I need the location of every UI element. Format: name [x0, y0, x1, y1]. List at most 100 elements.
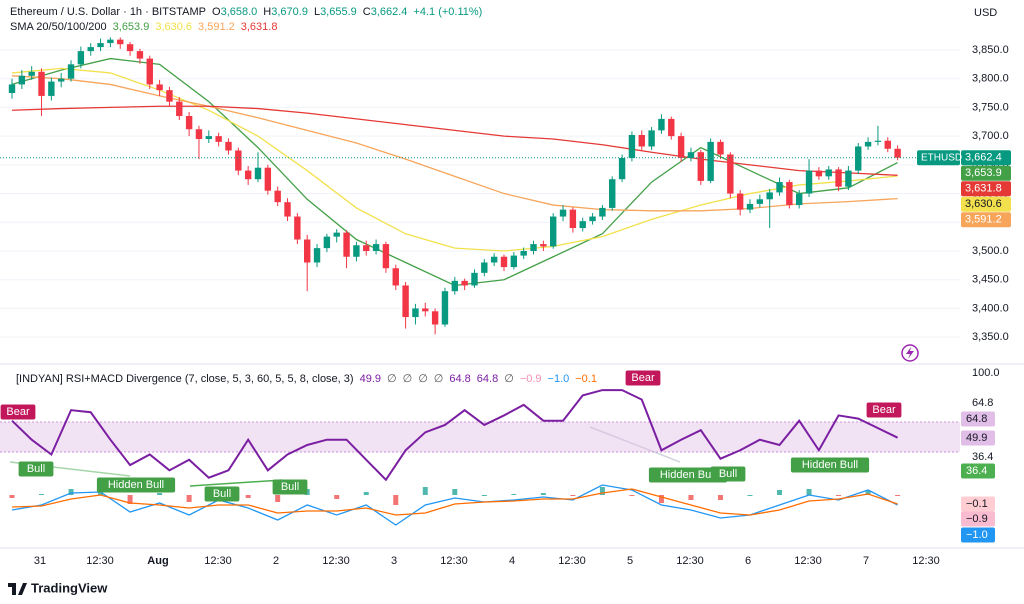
readout: 64.8 [477, 373, 498, 385]
x-tick-label: 12:30 [676, 555, 704, 567]
symbol-label: ETHUSD [921, 152, 962, 163]
candle-body [559, 209, 567, 217]
candle-body [313, 248, 321, 263]
signal-box [18, 461, 54, 477]
macd-histogram-bar [422, 487, 428, 495]
macd-histogram-bar [245, 495, 251, 498]
macd-histogram-bar [363, 492, 369, 495]
candle-body [166, 90, 173, 102]
quote-key: L [314, 6, 320, 18]
candle-body [284, 202, 291, 217]
candle-body [146, 58, 153, 85]
icon-bolt [906, 347, 914, 359]
candle-body [638, 134, 645, 147]
quote-value: 3,662.4 [371, 6, 408, 18]
candle-body [343, 232, 350, 257]
candle-body [156, 84, 163, 91]
y-tick-label: 3,850.0 [972, 44, 1009, 56]
macd-histogram-bar [688, 495, 694, 500]
candle-body [569, 209, 577, 229]
macd-histogram-bar [157, 493, 163, 495]
candle-body [402, 285, 409, 318]
brand: TradingView [8, 580, 108, 595]
macd-histogram-bar [275, 495, 281, 502]
x-tick-label: 12:30 [794, 555, 822, 567]
candle-body [97, 43, 104, 48]
candle-body [756, 199, 764, 204]
signal-box [96, 477, 176, 493]
brand-name: TradingView [31, 580, 108, 595]
divergence-line [189, 479, 283, 487]
candle-body [205, 136, 212, 139]
candle-body [697, 152, 704, 181]
candle-body [363, 245, 370, 251]
macd-histogram-bar [777, 490, 783, 495]
candle-body [333, 232, 340, 237]
candle-body [38, 71, 45, 96]
candle-body [126, 44, 134, 52]
candle-body [58, 78, 65, 82]
signal-label: Bear [872, 404, 896, 416]
macd-histogram-bar [481, 495, 487, 496]
value-box-label: −1.0 [966, 529, 988, 541]
price-box-label: 3,591.2 [965, 214, 1002, 226]
candle-body [687, 152, 695, 158]
signal-label: Bear [6, 406, 30, 418]
signal-label: Bull [27, 463, 45, 475]
macd-line [11, 488, 898, 516]
candle-body [796, 193, 803, 206]
symbol: Ethereum / U.S. Dollar · 1h · BITSTAMP [10, 6, 206, 18]
macd-histogram-bar [127, 495, 133, 504]
signal-box [272, 479, 308, 495]
candle-body [392, 268, 399, 286]
sma-value: 3,630.6 [155, 21, 192, 33]
price-box [961, 150, 1011, 166]
price-box-label: 3,630.6 [965, 198, 1002, 210]
x-tick-label: Aug [147, 555, 168, 567]
y-tick-label: 3,700.0 [972, 130, 1009, 142]
candle-body [766, 192, 773, 200]
candle-body [176, 101, 183, 117]
candle-body [353, 245, 360, 257]
candle-body [746, 203, 754, 210]
price-box-label: 3,631.8 [965, 183, 1002, 195]
candle-body [677, 136, 685, 158]
x-tick-label: 3 [391, 555, 397, 567]
signal-label: Hidden Bull [660, 469, 716, 481]
candle-body [471, 272, 478, 286]
macd-histogram-bar [540, 493, 546, 495]
readout: ∅ [434, 373, 444, 385]
candle-body [48, 81, 55, 96]
sma-value: 3,631.8 [241, 21, 278, 33]
symbol-header: Ethereum / U.S. Dollar · 1h · BITSTAMP O3… [10, 6, 482, 18]
value-box [961, 527, 995, 543]
macd-histogram-bar [186, 495, 192, 502]
macd-histogram-bar [717, 495, 723, 500]
candle-body [304, 239, 311, 263]
macd-histogram-bar [9, 495, 15, 498]
price-box [961, 165, 1011, 181]
signal-label: Bear [631, 372, 655, 384]
price-pane: 3,350.03,400.03,450.03,500.03,550.03,600… [0, 37, 1011, 343]
value-box-label: 36.4 [966, 465, 987, 477]
readout: ∅ [403, 373, 413, 385]
x-tick-label: 4 [509, 555, 515, 567]
macd-histogram-bar [393, 495, 399, 505]
candle-body [323, 236, 331, 249]
rsi-tick-label: 36.4 [972, 451, 993, 463]
signal-box [790, 457, 870, 473]
sma-header: SMA 20/50/100/200 3,653.9 3,630.6 3,591.2 3,… [10, 21, 277, 33]
macd-histogram-bar [334, 495, 340, 499]
x-tick-label: 5 [627, 555, 633, 567]
brand-logo [8, 583, 27, 595]
x-tick-label: 12:30 [440, 555, 468, 567]
signal-box [0, 404, 36, 420]
macd-histogram-bar [658, 495, 664, 503]
readout: 64.8 [449, 373, 470, 385]
candle-body [382, 244, 390, 269]
candle-body [845, 170, 852, 187]
macd-histogram-bar [865, 491, 871, 495]
sma-line [11, 105, 898, 176]
candle-body [894, 148, 901, 158]
